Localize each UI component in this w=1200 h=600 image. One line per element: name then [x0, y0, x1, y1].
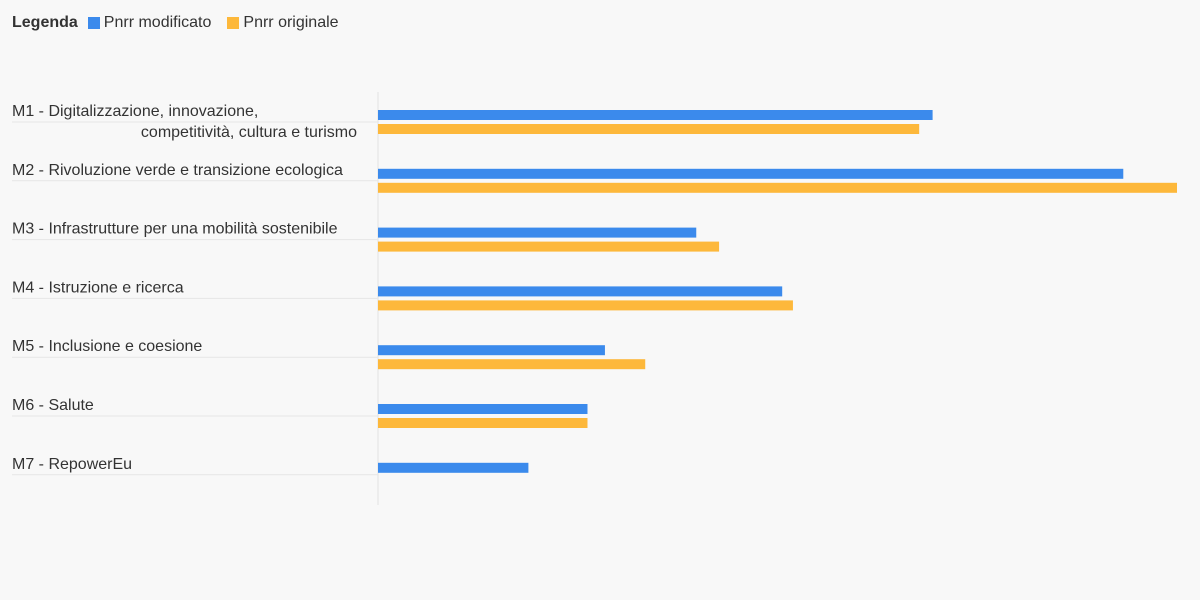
- legend-label-modificato: Pnrr modificato: [103, 14, 212, 31]
- legend-swatch-originale: [227, 17, 240, 29]
- category-label: M2 - Rivoluzione verde e transizione eco…: [12, 162, 343, 179]
- bar-modificato: [378, 404, 588, 414]
- category-label: M1 - Digitalizzazione, innovazione,: [12, 103, 258, 120]
- category-label: M4 - Istruzione e ricerca: [12, 279, 184, 296]
- category-label: M7 - RepowerEu: [12, 456, 132, 473]
- bar-originale: [378, 182, 1177, 193]
- legend-item-pnrr-modificato[interactable]: Pnrr modificato: [87, 14, 212, 32]
- legend-title: Legenda: [12, 14, 78, 31]
- legend-item-pnrr-originale[interactable]: Pnrr originale: [227, 14, 339, 32]
- category-label: M3 - Infrastrutture per una mobilità sos…: [12, 221, 338, 238]
- bar-modificato: [378, 110, 933, 120]
- bar-originale: [378, 124, 920, 134]
- bar-modificato: [378, 462, 529, 473]
- bar-modificato: [378, 168, 1124, 179]
- category-label: M5 - Inclusione e coesione: [12, 338, 202, 355]
- bar-originale: [378, 241, 720, 252]
- bar-modificato: [378, 227, 697, 238]
- legend: Legenda Pnrr modificato Pnrr originale: [12, 14, 355, 32]
- bar-originale: [378, 359, 646, 370]
- bar-originale: [378, 300, 793, 311]
- legend-swatch-modificato: [87, 17, 100, 29]
- category-label-line2: competitività, cultura e turismo: [141, 124, 357, 141]
- bar-modificato: [378, 345, 605, 356]
- legend-label-originale: Pnrr originale: [243, 14, 339, 31]
- category-label: M6 - Salute: [12, 397, 94, 414]
- bar-originale: [378, 418, 588, 428]
- bar-modificato: [378, 286, 783, 297]
